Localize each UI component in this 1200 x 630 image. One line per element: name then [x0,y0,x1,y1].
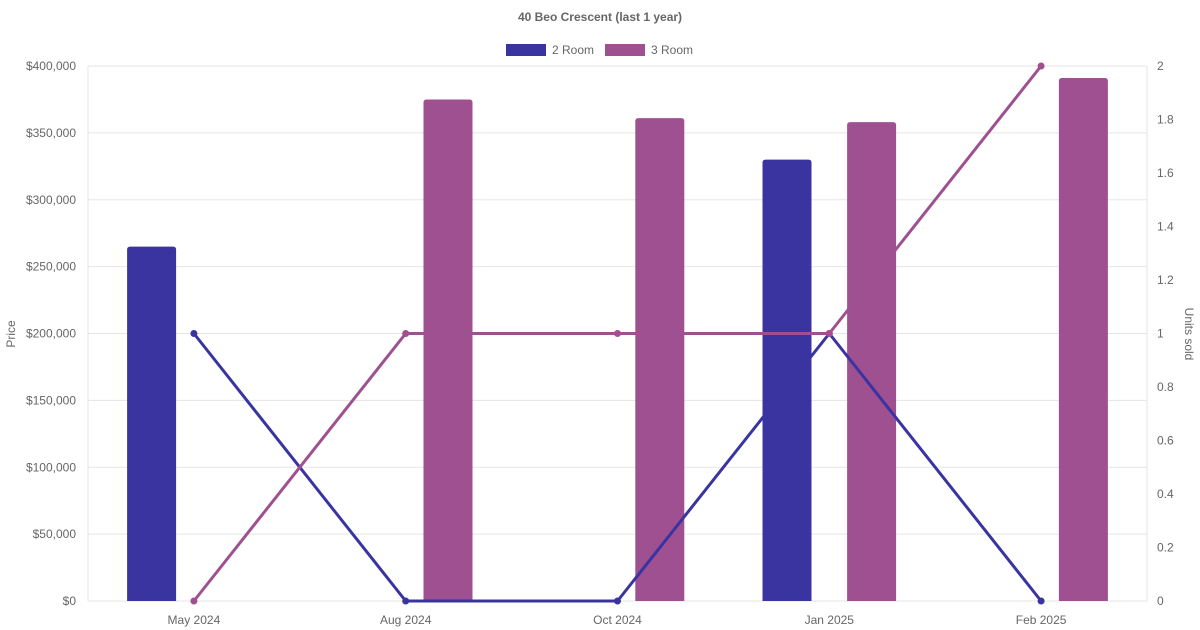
y-right-tick-label: 1.8 [1157,113,1174,127]
chart-title: 40 Beo Crescent (last 1 year) [518,10,682,24]
y-right-tick-label: 2 [1157,59,1164,73]
y-right-tick-label: 0.4 [1157,487,1174,501]
point-2-room[interactable] [402,597,410,605]
y-left-tick-label: $150,000 [26,393,76,407]
point-3-room[interactable] [825,330,833,337]
y-right-tick-label: 1.2 [1157,273,1174,287]
bar-3-room[interactable] [847,122,897,602]
y-axis-right-title: Units sold [1182,308,1196,361]
point-3-room[interactable] [1037,62,1045,70]
y-axis-right-ticks: 0 0.2 0.4 0.6 0.8 1 1.2 1.4 1.6 1.8 2 [1157,59,1174,608]
legend[interactable]: 2 Room 3 Room [506,43,693,57]
y-axis-left-title: Price [4,320,18,348]
legend-label-3-room[interactable]: 3 Room [651,43,693,57]
point-3-room[interactable] [614,330,621,337]
point-2-room[interactable] [190,330,198,337]
y-left-tick-label: $250,000 [26,260,76,274]
y-left-tick-label: $350,000 [26,126,76,140]
y-left-tick-label: $400,000 [26,59,76,73]
y-left-tick-label: $0 [63,594,77,608]
x-tick-label: Oct 2024 [593,613,642,627]
legend-label-2-room[interactable]: 2 Room [552,43,594,57]
legend-swatch-2-room[interactable] [506,44,546,56]
y-left-tick-label: $100,000 [26,460,76,474]
bar-3-room[interactable] [1058,78,1108,602]
bar-series [127,78,1108,602]
y-right-tick-label: 1.6 [1157,166,1174,180]
point-2-room[interactable] [614,597,621,605]
point-3-room[interactable] [402,330,410,337]
y-right-tick-label: 0.6 [1157,434,1174,448]
x-tick-label: Aug 2024 [380,613,432,627]
y-right-tick-label: 0 [1157,594,1164,608]
y-axis-left-ticks: $0 $50,000 $100,000 $150,000 $200,000 $250,00… [26,59,76,608]
bar-3-room[interactable] [423,99,473,601]
y-right-tick-label: 1.4 [1157,220,1174,234]
x-axis-ticks: May 2024 Aug 2024 Oct 2024 Jan 2025 Feb 2025 [168,613,1067,627]
point-2-room[interactable] [1037,597,1045,605]
line-series [190,62,1045,605]
y-right-tick-label: 1 [1157,327,1164,341]
bar-2-room[interactable] [127,246,177,601]
y-left-tick-label: $200,000 [26,327,76,341]
y-left-tick-label: $50,000 [33,527,77,541]
y-left-tick-label: $300,000 [26,193,76,207]
bar-2-room[interactable] [762,159,812,601]
bar-3-room[interactable] [635,118,685,601]
y-right-tick-label: 0.8 [1157,380,1174,394]
x-tick-label: Feb 2025 [1016,613,1067,627]
x-tick-label: May 2024 [168,613,221,627]
legend-swatch-3-room[interactable] [605,44,645,56]
x-tick-label: Jan 2025 [805,613,855,627]
y-right-tick-label: 0.2 [1157,541,1174,555]
point-3-room[interactable] [190,597,198,605]
